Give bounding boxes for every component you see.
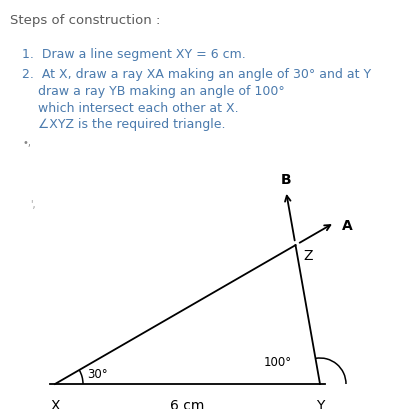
Text: 30°: 30° bbox=[87, 368, 108, 380]
Text: •,: •, bbox=[22, 138, 31, 148]
Text: A: A bbox=[342, 218, 352, 232]
Text: Z: Z bbox=[303, 249, 313, 263]
Text: ',: ', bbox=[30, 200, 36, 209]
Text: ∠XYZ is the required triangle.: ∠XYZ is the required triangle. bbox=[38, 118, 225, 131]
Text: draw a ray YB making an angle of 100°: draw a ray YB making an angle of 100° bbox=[38, 85, 285, 98]
Text: Steps of construction :: Steps of construction : bbox=[10, 14, 160, 27]
Text: 2.  At X, draw a ray XA making an angle of 30° and at Y: 2. At X, draw a ray XA making an angle o… bbox=[22, 68, 371, 81]
Text: X: X bbox=[50, 398, 60, 409]
Text: which intersect each other at X.: which intersect each other at X. bbox=[38, 102, 238, 115]
Text: B: B bbox=[281, 173, 291, 187]
Text: Y: Y bbox=[316, 398, 324, 409]
Text: 100°: 100° bbox=[264, 355, 292, 368]
Text: 1.  Draw a line segment XY = 6 cm.: 1. Draw a line segment XY = 6 cm. bbox=[22, 48, 246, 61]
Text: 6 cm: 6 cm bbox=[170, 398, 204, 409]
